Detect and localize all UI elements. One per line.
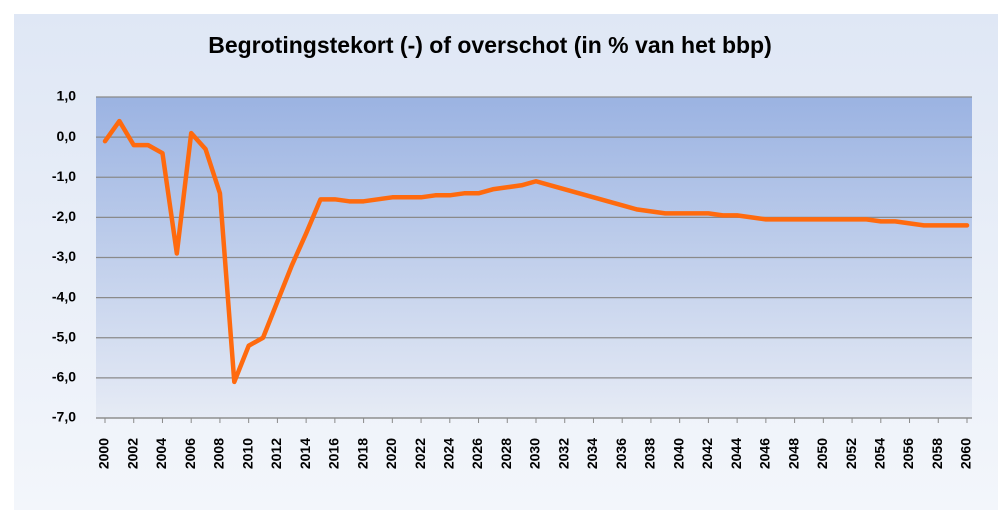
- x-tick-label: 2060: [958, 438, 974, 469]
- x-tick-label: 2042: [699, 438, 715, 469]
- x-tick-label: 2052: [843, 438, 859, 469]
- x-tick-label: 2000: [96, 438, 112, 469]
- x-tick-label: 2018: [354, 438, 370, 469]
- x-tick-label: 2050: [814, 438, 830, 469]
- x-tick-label: 2038: [642, 438, 658, 469]
- x-tick-label: 2020: [383, 438, 399, 469]
- x-tick-label: 2002: [124, 438, 140, 469]
- x-tick-label: 2056: [900, 438, 916, 469]
- x-tick-label: 2030: [527, 438, 543, 469]
- x-tick-label: 2058: [929, 438, 945, 469]
- x-tick-label: 2040: [670, 438, 686, 469]
- x-tick-label: 2014: [297, 438, 313, 469]
- x-tick-label: 2046: [757, 438, 773, 469]
- y-tick-label: -4,0: [52, 288, 76, 304]
- chart-title: Begrotingstekort (-) of overschot (in % …: [208, 32, 772, 58]
- x-tick-label: 2004: [153, 438, 169, 469]
- x-tick-label: 2012: [268, 438, 284, 469]
- x-tick-label: 2026: [469, 438, 485, 469]
- y-tick-label: -6,0: [52, 369, 76, 385]
- x-tick-label: 2028: [498, 438, 514, 469]
- x-tick-label: 2024: [441, 438, 457, 469]
- x-tick-label: 2008: [211, 438, 227, 469]
- y-tick-label: 1,0: [57, 88, 77, 104]
- y-tick-label: -3,0: [52, 248, 76, 264]
- y-tick-label: -2,0: [52, 208, 76, 224]
- x-tick-label: 2032: [555, 438, 571, 469]
- y-tick-label: -5,0: [52, 328, 76, 344]
- x-tick-label: 2044: [728, 438, 744, 469]
- data-line: [102, 118, 970, 385]
- x-tick-label: 2036: [613, 438, 629, 469]
- x-tick-label: 2010: [239, 438, 255, 469]
- x-tick-label: 2006: [182, 438, 198, 469]
- y-tick-label: -7,0: [52, 409, 76, 425]
- x-tick-label: 2016: [326, 438, 342, 469]
- x-tick-label: 2048: [785, 438, 801, 469]
- x-tick-label: 2022: [412, 438, 428, 469]
- x-tick-label: 2054: [872, 438, 888, 469]
- x-tick-label: 2034: [584, 438, 600, 469]
- y-tick-label: -1,0: [52, 168, 76, 184]
- y-tick-label: 0,0: [57, 128, 77, 144]
